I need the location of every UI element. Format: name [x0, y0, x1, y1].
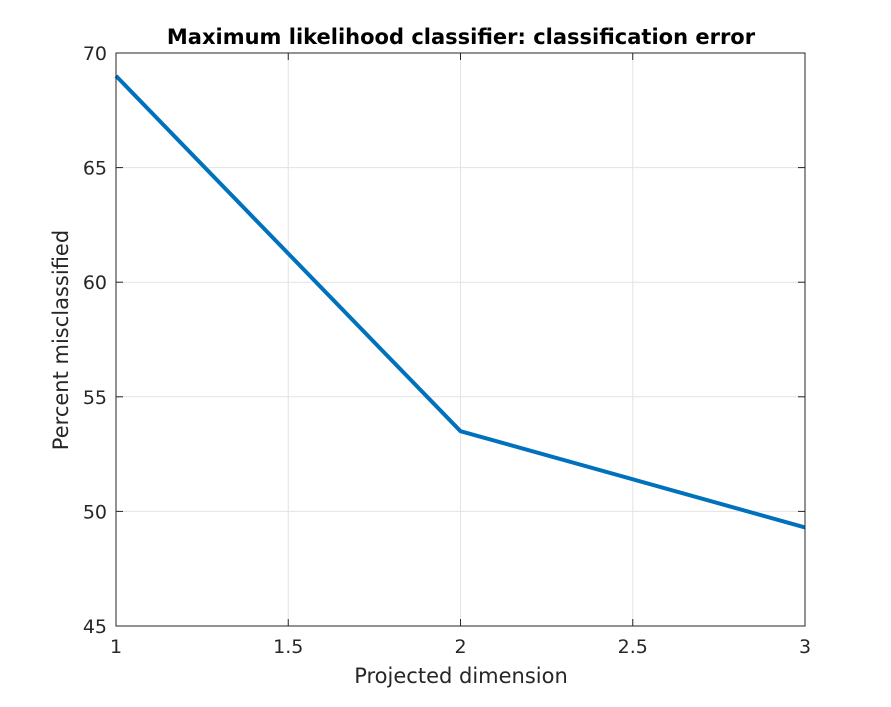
- y-tick-label: 50: [83, 501, 107, 523]
- y-axis-label: Percent misclassified: [49, 230, 73, 450]
- y-tick-label: 45: [83, 616, 107, 638]
- x-tick-label: 2.5: [618, 636, 648, 658]
- y-tick-labels: 45 50 55 60 65 70: [83, 43, 107, 638]
- x-tick-label: 1.5: [273, 636, 303, 658]
- x-tick-label: 1: [110, 636, 122, 658]
- y-tick-label: 65: [83, 158, 107, 180]
- y-tick-label: 55: [83, 387, 107, 409]
- x-tick-label: 2: [454, 636, 466, 658]
- axes-box: [115, 52, 806, 627]
- y-tick-label: 60: [83, 272, 107, 294]
- x-tick-label: 3: [799, 636, 811, 658]
- series-line-1: [114, 74, 806, 530]
- x-axis-label: Projected dimension: [354, 664, 568, 688]
- chart-title: Maximum likelihood classifier: classific…: [167, 25, 756, 49]
- y-tick-label: 70: [83, 43, 107, 65]
- x-tick-labels: 1 1.5 2 2.5 3: [110, 636, 811, 658]
- series-lines: [114, 74, 806, 530]
